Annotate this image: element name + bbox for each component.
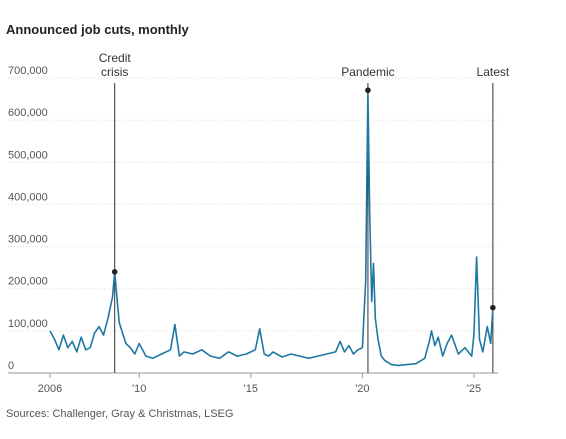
x-tick-label: '20 (355, 383, 369, 395)
annotation-label: crisis (101, 65, 128, 79)
series-line (49, 89, 494, 367)
y-tick-label: 700,000 (8, 65, 48, 77)
x-tick-label: '15 (244, 383, 258, 395)
x-tick-label: 2006 (38, 383, 62, 395)
y-tick-label: 600,000 (8, 107, 48, 119)
annotation-dot (111, 269, 118, 275)
annotation-label: Pandemic (341, 65, 394, 79)
x-tick-label: '25 (467, 383, 481, 395)
y-tick-label: 200,000 (8, 276, 48, 288)
x-tick-label: '10 (132, 383, 146, 395)
y-axis-ticks: 0 100,000 200,000 300,000 400,000 500,000 600,… (8, 65, 48, 372)
annotation-label: Credit (99, 51, 132, 65)
y-tick-label: 300,000 (8, 234, 48, 246)
chart-source: Sources: Challenger, Gray & Christmas, L… (6, 408, 234, 420)
y-tick-label: 0 (8, 360, 14, 372)
annotation-dot (365, 87, 371, 94)
annotation-dot (490, 304, 496, 311)
annotation-dots (111, 87, 496, 311)
y-tick-label: 100,000 (8, 318, 48, 330)
annotation-label: Latest (477, 65, 510, 79)
x-axis-ticks: 2006 '10 '15 '20 '25 (38, 373, 481, 395)
y-tick-label: 500,000 (8, 149, 48, 161)
grid (8, 77, 498, 374)
chart-title: Announced job cuts, monthly (6, 22, 189, 37)
y-tick-label: 400,000 (8, 191, 48, 203)
